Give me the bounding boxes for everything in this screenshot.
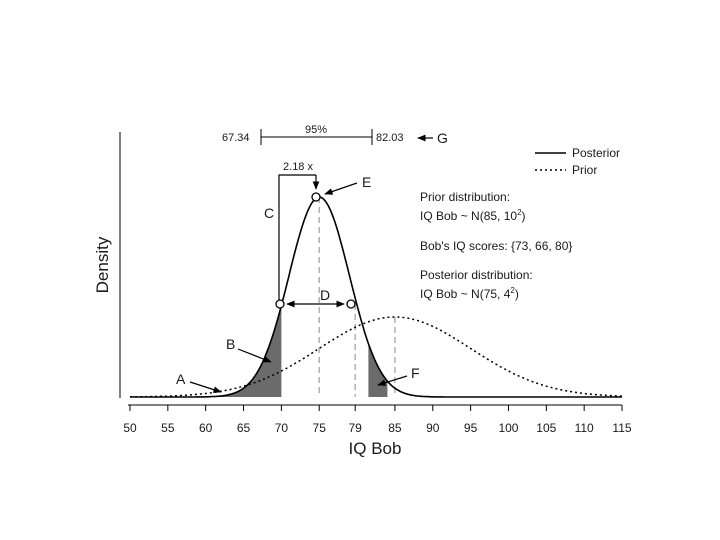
x-tick-label: 115 [612,421,631,435]
label-f: F [411,365,420,381]
y-axis-label: Density [93,236,112,293]
arrow-f [377,375,408,386]
x-tick-label: 110 [575,421,594,435]
label-c: C [264,205,274,221]
x-ticks: 50 55 60 65 70 75 79 85 90 95 100 105 110 115 [123,405,632,435]
prior-dist: IQ Bob ~ N(85, 102) [420,208,526,223]
info-text: Prior distribution: IQ Bob ~ N(85, 102) … [420,190,572,301]
legend-posterior-label: Posterior [572,146,620,160]
posterior-dist: IQ Bob ~ N(75, 42) [420,286,519,301]
label-e: E [362,174,371,190]
shaded-region-1 [130,305,282,397]
credible-interval: 67.34 82.03 95% [222,124,404,145]
label-d: D [320,287,330,303]
x-tick-label: 55 [161,421,175,435]
prior-title: Prior distribution: [420,190,510,204]
mode-marker [311,192,321,202]
x-tick-label: 100 [498,421,518,435]
arrow-e [324,182,358,195]
x-tick-label: 90 [426,421,440,435]
x-tick-label: 79 [349,421,363,435]
label-b: B [226,336,235,352]
left-marker [275,299,285,309]
label-g: G [437,130,448,146]
x-tick-label: 75 [313,421,327,435]
x-tick-label: 60 [199,421,213,435]
label-a: A [176,371,186,387]
ratio-bracket [278,174,316,302]
interval-lower-label: 67.34 [222,132,250,144]
x-tick-label: 95 [464,421,478,435]
right-marker [346,299,356,309]
interval-upper-label: 82.03 [376,132,404,144]
scores-text: Bob's IQ scores: {73, 66, 80} [420,239,572,253]
x-tick-label: 65 [237,421,251,435]
x-axis-label: IQ Bob [349,439,402,458]
legend-prior-label: Prior [572,163,597,177]
interval-percent-label: 95% [305,124,327,136]
legend: Posterior Prior [535,146,620,177]
x-tick-label: 105 [536,421,556,435]
dashed-reference-lines [318,197,396,397]
x-tick-label: 50 [123,421,137,435]
x-tick-label: 70 [275,421,289,435]
arrow-a [189,381,222,393]
posterior-title: Posterior distribution: [420,268,533,282]
arrow-b [237,348,272,363]
posterior-curve [130,196,622,398]
ratio-label: 2.18 x [283,161,313,173]
shaded-regions [130,305,388,397]
ratio-annotation: 2.18 x C [264,161,320,302]
x-tick-label: 85 [388,421,402,435]
